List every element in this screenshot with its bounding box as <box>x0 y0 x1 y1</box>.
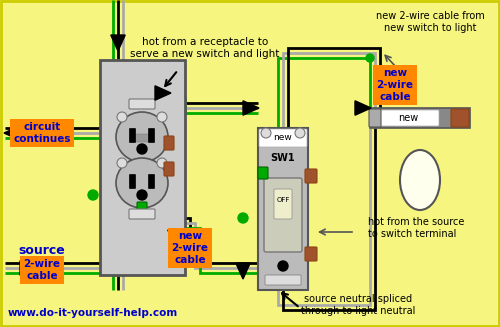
Circle shape <box>238 213 248 223</box>
FancyBboxPatch shape <box>377 110 439 126</box>
Polygon shape <box>236 263 250 279</box>
FancyBboxPatch shape <box>305 247 317 261</box>
FancyBboxPatch shape <box>369 109 381 127</box>
FancyBboxPatch shape <box>148 175 154 188</box>
Circle shape <box>278 261 288 271</box>
Text: source: source <box>18 244 66 256</box>
FancyBboxPatch shape <box>164 162 174 176</box>
FancyBboxPatch shape <box>130 129 136 143</box>
Text: new
2-wire
cable: new 2-wire cable <box>172 232 208 265</box>
Polygon shape <box>155 86 171 100</box>
Circle shape <box>295 128 305 138</box>
FancyBboxPatch shape <box>370 108 470 128</box>
Text: hot from the source
to switch terminal: hot from the source to switch terminal <box>368 217 464 239</box>
FancyBboxPatch shape <box>129 99 155 109</box>
Text: new 2-wire cable from
new switch to light: new 2-wire cable from new switch to ligh… <box>376 11 484 33</box>
Polygon shape <box>243 101 259 115</box>
Circle shape <box>117 158 127 168</box>
Text: hot from a receptacle to
serve a new switch and light: hot from a receptacle to serve a new swi… <box>130 37 280 59</box>
FancyBboxPatch shape <box>164 136 174 150</box>
FancyBboxPatch shape <box>265 275 301 285</box>
Polygon shape <box>4 126 20 140</box>
Ellipse shape <box>400 150 440 210</box>
FancyBboxPatch shape <box>148 129 154 143</box>
Circle shape <box>157 112 167 122</box>
FancyBboxPatch shape <box>137 202 147 212</box>
Circle shape <box>261 128 271 138</box>
FancyBboxPatch shape <box>305 169 317 183</box>
FancyBboxPatch shape <box>258 167 268 179</box>
FancyBboxPatch shape <box>100 60 185 275</box>
FancyBboxPatch shape <box>258 128 308 290</box>
Text: www.do-it-yourself-help.com: www.do-it-yourself-help.com <box>8 308 178 318</box>
Polygon shape <box>355 101 371 115</box>
Text: new
2-wire
cable: new 2-wire cable <box>376 68 414 102</box>
Ellipse shape <box>116 158 168 208</box>
Circle shape <box>88 190 98 200</box>
Text: circuit
continues: circuit continues <box>13 122 71 144</box>
FancyBboxPatch shape <box>135 134 149 142</box>
Polygon shape <box>168 230 182 246</box>
Text: SW1: SW1 <box>270 153 295 163</box>
Circle shape <box>137 190 147 200</box>
Text: OFF: OFF <box>276 197 289 203</box>
Polygon shape <box>20 261 36 275</box>
Circle shape <box>137 144 147 154</box>
Text: 2-wire
cable: 2-wire cable <box>24 259 60 281</box>
FancyBboxPatch shape <box>274 189 292 219</box>
Text: new: new <box>398 113 418 123</box>
FancyBboxPatch shape <box>451 109 469 127</box>
Circle shape <box>117 112 127 122</box>
FancyBboxPatch shape <box>259 129 307 147</box>
FancyBboxPatch shape <box>130 175 136 188</box>
FancyBboxPatch shape <box>129 209 155 219</box>
Text: source neutral spliced
through to light neutral: source neutral spliced through to light … <box>301 294 415 316</box>
FancyBboxPatch shape <box>264 178 302 252</box>
Text: new: new <box>274 133 292 143</box>
Circle shape <box>366 54 374 62</box>
Ellipse shape <box>116 112 168 162</box>
Circle shape <box>157 158 167 168</box>
Polygon shape <box>111 35 125 51</box>
